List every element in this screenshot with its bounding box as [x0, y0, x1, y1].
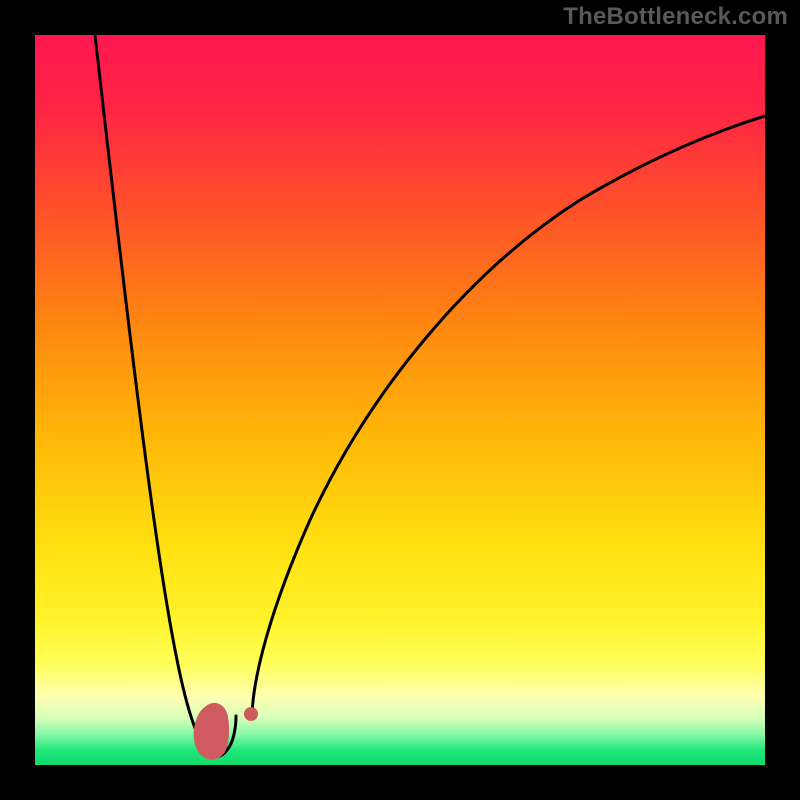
watermark-text: TheBottleneck.com	[563, 3, 788, 31]
gradient-plot-area	[35, 35, 765, 765]
chart-stage: TheBottleneck.com	[0, 0, 800, 800]
chart-svg	[0, 0, 800, 800]
marker-dot	[244, 707, 258, 721]
